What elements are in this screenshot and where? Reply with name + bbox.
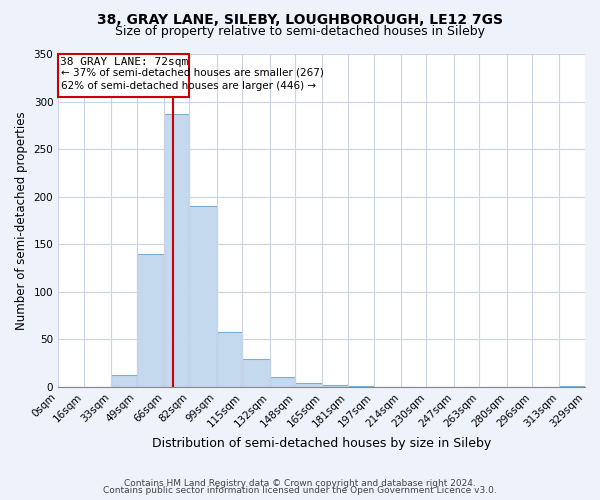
Text: ← 37% of semi-detached houses are smaller (267): ← 37% of semi-detached houses are smalle… [61, 68, 324, 78]
Bar [217, 332, 242, 387]
Bar [322, 385, 348, 387]
Bar [242, 360, 269, 387]
Bar [348, 386, 374, 387]
FancyBboxPatch shape [58, 54, 190, 97]
Text: 38, GRAY LANE, SILEBY, LOUGHBOROUGH, LE12 7GS: 38, GRAY LANE, SILEBY, LOUGHBOROUGH, LE1… [97, 12, 503, 26]
Text: 62% of semi-detached houses are larger (446) →: 62% of semi-detached houses are larger (… [61, 80, 316, 90]
Text: Size of property relative to semi-detached houses in Sileby: Size of property relative to semi-detach… [115, 25, 485, 38]
Text: 38 GRAY LANE: 72sqm: 38 GRAY LANE: 72sqm [59, 57, 188, 67]
Text: Contains public sector information licensed under the Open Government Licence v3: Contains public sector information licen… [103, 486, 497, 495]
X-axis label: Distribution of semi-detached houses by size in Sileby: Distribution of semi-detached houses by … [152, 437, 491, 450]
Bar [269, 378, 295, 387]
Bar [190, 206, 217, 387]
Bar [164, 114, 190, 387]
Bar [559, 386, 585, 387]
Y-axis label: Number of semi-detached properties: Number of semi-detached properties [15, 111, 28, 330]
Bar [295, 383, 322, 387]
Bar [111, 374, 137, 387]
Text: Contains HM Land Registry data © Crown copyright and database right 2024.: Contains HM Land Registry data © Crown c… [124, 478, 476, 488]
Bar [137, 254, 164, 387]
